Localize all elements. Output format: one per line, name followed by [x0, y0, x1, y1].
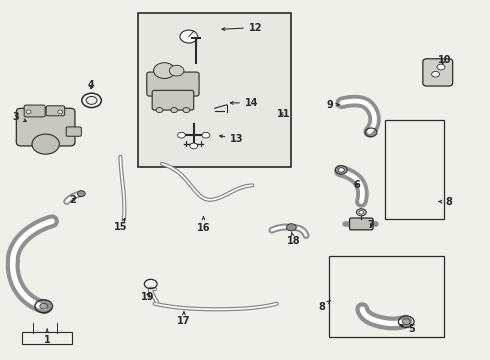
Circle shape	[356, 209, 366, 216]
Text: 8: 8	[319, 300, 331, 312]
Circle shape	[180, 30, 197, 43]
Text: 16: 16	[196, 217, 210, 233]
FancyBboxPatch shape	[24, 105, 45, 117]
Text: 12: 12	[222, 23, 263, 33]
Circle shape	[202, 132, 210, 138]
Text: 10: 10	[438, 55, 451, 65]
FancyBboxPatch shape	[46, 106, 65, 116]
Circle shape	[154, 63, 175, 78]
FancyBboxPatch shape	[349, 218, 373, 230]
Circle shape	[40, 303, 48, 309]
Text: 13: 13	[220, 134, 244, 144]
Text: 17: 17	[177, 312, 191, 325]
Text: 2: 2	[70, 195, 76, 205]
Circle shape	[58, 110, 63, 114]
Circle shape	[402, 319, 410, 324]
Text: 6: 6	[353, 180, 360, 190]
Text: 11: 11	[277, 109, 290, 119]
Circle shape	[183, 108, 190, 113]
Circle shape	[432, 71, 440, 77]
Circle shape	[437, 64, 445, 70]
Circle shape	[287, 224, 296, 231]
FancyBboxPatch shape	[152, 90, 194, 110]
Circle shape	[32, 134, 59, 154]
FancyBboxPatch shape	[147, 72, 199, 96]
Circle shape	[169, 65, 184, 76]
Text: 5: 5	[400, 324, 416, 334]
Circle shape	[335, 166, 347, 174]
Circle shape	[171, 108, 177, 113]
Text: 14: 14	[230, 98, 259, 108]
FancyBboxPatch shape	[16, 108, 75, 146]
Text: 4: 4	[88, 80, 95, 90]
Text: 7: 7	[368, 220, 374, 230]
Circle shape	[190, 143, 197, 149]
Text: 18: 18	[287, 233, 301, 246]
Text: 15: 15	[114, 219, 127, 231]
Text: 9: 9	[326, 100, 339, 110]
Circle shape	[156, 108, 163, 113]
Circle shape	[77, 191, 85, 197]
Text: 1: 1	[44, 329, 50, 345]
Circle shape	[177, 132, 185, 138]
Circle shape	[26, 110, 31, 114]
Text: 8: 8	[439, 197, 452, 207]
Circle shape	[338, 168, 344, 172]
Text: 3: 3	[13, 112, 26, 122]
Circle shape	[359, 211, 364, 214]
FancyBboxPatch shape	[66, 127, 81, 136]
Text: 19: 19	[141, 292, 154, 302]
FancyBboxPatch shape	[423, 59, 453, 86]
FancyBboxPatch shape	[138, 13, 292, 167]
